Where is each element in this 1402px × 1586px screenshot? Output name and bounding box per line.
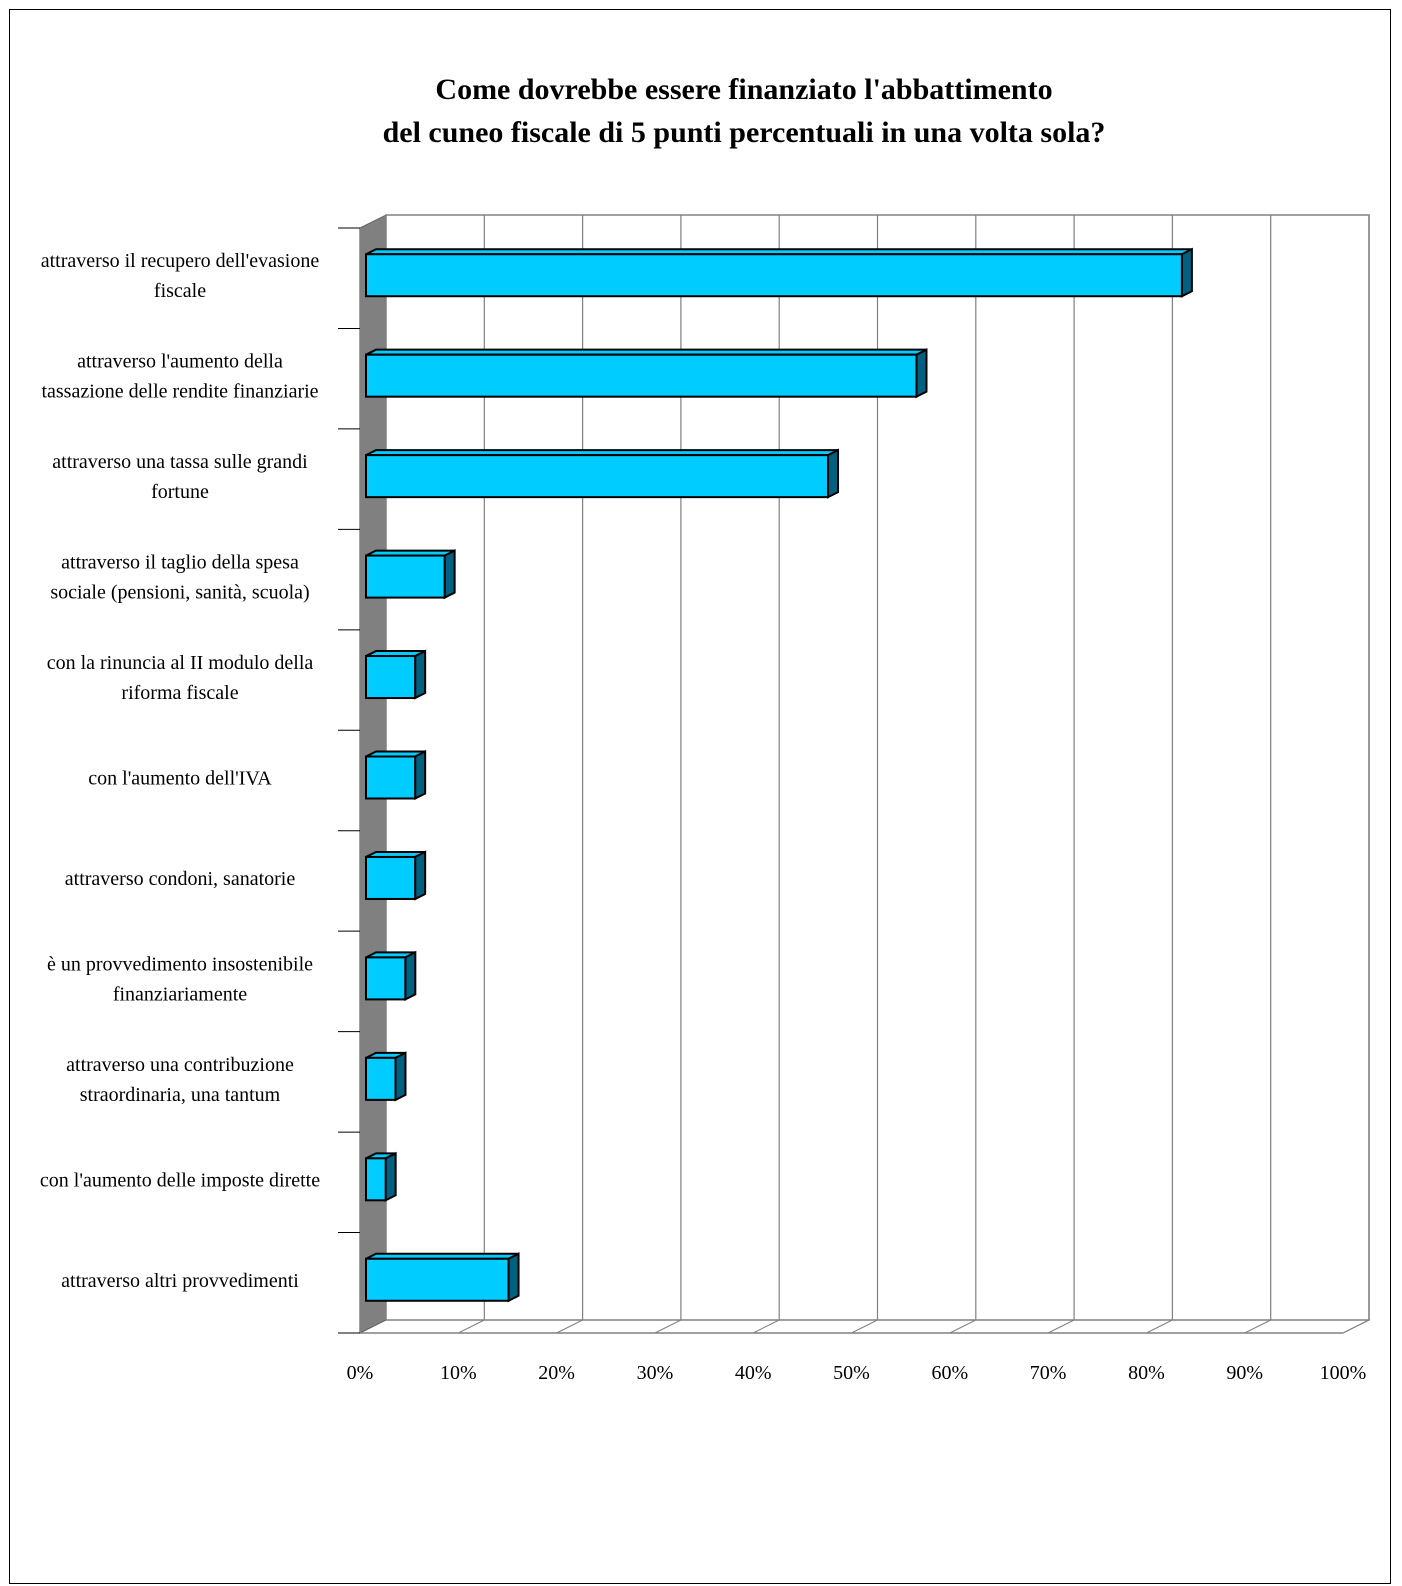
bars (365, 247, 1193, 1303)
floor-gridline (654, 1319, 682, 1334)
bar-front (365, 655, 417, 700)
bar-side (414, 649, 427, 700)
category-label: attraverso condoni, sanatorie (65, 868, 296, 890)
chart-frame: Come dovrebbe essere finanziato l'abbatt… (9, 9, 1391, 1584)
floor-gridline (1047, 1319, 1075, 1334)
floor-gridline (752, 1319, 780, 1334)
category-label: con la rinuncia al II modulo della (47, 652, 314, 674)
category-label: è un provvedimento insostenibile (47, 953, 313, 975)
bar (365, 950, 417, 1002)
x-tick-label: 60% (931, 1362, 968, 1384)
bar-side (414, 749, 427, 801)
bar (365, 448, 840, 499)
bar (365, 1151, 397, 1202)
chart-title-line-1: Come dovrebbe essere finanziato l'abbatt… (435, 73, 1052, 106)
bar-side (394, 1051, 407, 1102)
bar-front (365, 253, 1183, 298)
bar-side (384, 1151, 397, 1202)
x-tick-label: 80% (1128, 1362, 1165, 1384)
floor-gridline (1244, 1319, 1271, 1334)
x-tick-label: 40% (735, 1362, 772, 1384)
floor-gridline (1342, 1319, 1370, 1334)
bar-side (404, 950, 417, 1002)
category-labels: attraverso il recupero dell'evasione fisc… (40, 250, 320, 1292)
floor-gridline (1146, 1319, 1173, 1334)
category-label: attraverso altri provvedimenti (61, 1270, 299, 1292)
bar-side (915, 348, 928, 399)
bar-front (365, 1056, 397, 1101)
category-label: fortune (151, 481, 209, 503)
bar (365, 749, 427, 801)
category-label: attraverso l'aumento della (77, 351, 283, 373)
bar-side (443, 548, 456, 600)
bar-front (365, 554, 446, 599)
bar-chart: Come dovrebbe essere finanziato l'abbatt… (40, 73, 1370, 1384)
bar-front (365, 755, 417, 800)
bar (365, 1252, 520, 1303)
category-label: con l'aumento delle imposte dirette (40, 1169, 320, 1191)
bar-front (365, 1257, 510, 1302)
category-label: finanziariamente (113, 983, 247, 1005)
bar-side (507, 1252, 520, 1303)
bar (365, 850, 427, 901)
category-label: con l'aumento dell'IVA (88, 768, 272, 790)
chart-title: Come dovrebbe essere finanziato l'abbatt… (383, 73, 1106, 149)
bar (365, 247, 1193, 298)
category-label: attraverso una contribuzione (66, 1054, 294, 1076)
x-tick-label: 100% (1320, 1362, 1367, 1384)
category-label: tassazione delle rendite finanziarie (41, 381, 318, 403)
x-tick-label: 50% (833, 1362, 870, 1384)
x-tick-labels: 0% 10% 20% 30% 40% 50% 60% 70% 80% 90% 100% (347, 1362, 1367, 1384)
x-tick-label: 0% (347, 1362, 374, 1384)
category-label: attraverso il taglio della spesa (61, 552, 299, 574)
bar (365, 1051, 407, 1102)
bar (365, 348, 928, 399)
floor-gridline (949, 1319, 977, 1334)
x-tick-label: 70% (1030, 1362, 1067, 1384)
x-tick-label: 20% (538, 1362, 575, 1384)
category-label: fiscale (154, 280, 206, 302)
bar-front (365, 1157, 387, 1202)
category-label: riforma fiscale (121, 682, 238, 704)
category-label: sociale (pensioni, sanità, scuola) (50, 582, 309, 604)
bar (365, 649, 427, 700)
bar-front (365, 855, 417, 900)
bar-side (414, 850, 427, 901)
bar-front (365, 454, 830, 499)
category-label: attraverso il recupero dell'evasione (41, 250, 320, 272)
bar-side (1180, 247, 1193, 298)
floor-gridline (851, 1319, 878, 1334)
bar-side (827, 448, 840, 499)
bar-front (365, 956, 407, 1001)
floor-gridline (458, 1319, 485, 1334)
x-tick-label: 10% (440, 1362, 477, 1384)
bar-front (365, 353, 918, 398)
category-label: straordinaria, una tantum (80, 1084, 281, 1106)
x-tick-label: 30% (637, 1362, 674, 1384)
chart-title-line-2: del cuneo fiscale di 5 punti percentuali… (383, 116, 1106, 149)
category-label: attraverso una tassa sulle grandi (52, 451, 308, 473)
x-tick-label: 90% (1226, 1362, 1263, 1384)
bar (365, 548, 456, 600)
floor-gridline (556, 1319, 583, 1334)
